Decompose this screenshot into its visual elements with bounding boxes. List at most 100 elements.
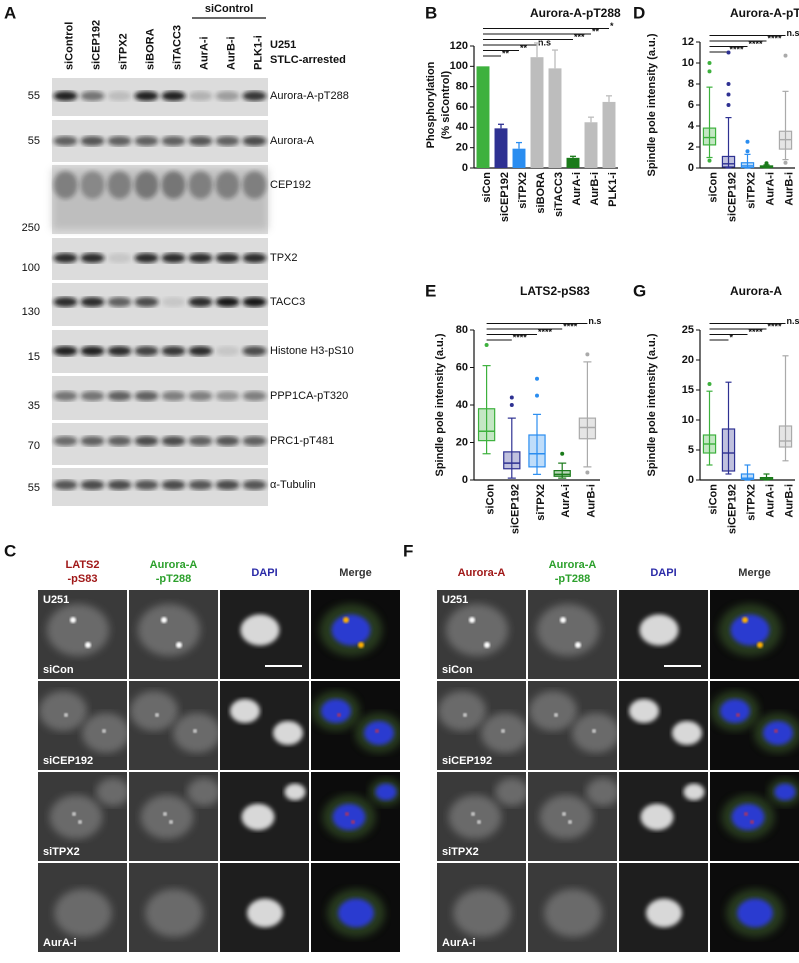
- micrograph: [220, 590, 309, 679]
- micrograph: [710, 772, 799, 861]
- y-tick-label: 8: [688, 78, 694, 90]
- chromatin: [338, 898, 374, 928]
- blot-band: [215, 136, 240, 146]
- blot-band: [80, 480, 105, 490]
- lane-label: siControl: [63, 22, 75, 70]
- x-tick-label: siCEP192: [726, 172, 738, 222]
- lane-bracket-label: siControl: [205, 3, 253, 15]
- chromatin: [683, 783, 705, 801]
- condition-label: siCon: [43, 664, 74, 676]
- blot-band: [188, 136, 213, 146]
- y-tick-label: 80: [456, 324, 468, 336]
- spot: [161, 617, 167, 623]
- chromatin: [247, 898, 283, 928]
- blot-band: [215, 391, 240, 401]
- spot: [72, 812, 76, 816]
- mw-marker: 250: [22, 222, 40, 234]
- y-tick-label: 25: [682, 324, 694, 336]
- outlier: [745, 149, 750, 154]
- blot-band: [134, 436, 159, 446]
- chromatin: [332, 803, 366, 831]
- micrograph: siTPX2: [437, 772, 526, 861]
- chromatin: [321, 699, 351, 723]
- cell: [495, 778, 526, 806]
- lane-label: AurB-i: [225, 36, 237, 70]
- y-tick-label: 20: [682, 354, 694, 366]
- x-tick-label: siCEP192: [499, 172, 511, 222]
- chromatin: [774, 783, 796, 801]
- micrograph: AurA-i: [38, 863, 127, 952]
- panel-label: C: [4, 541, 16, 560]
- blot-band: [242, 297, 267, 307]
- significance-label: n.s: [588, 316, 601, 326]
- blot-band: [80, 253, 105, 263]
- blot-band: [188, 346, 213, 356]
- bar: [548, 68, 562, 168]
- micrograph: AurA-i: [437, 863, 526, 952]
- mw-marker: 35: [28, 400, 40, 412]
- panel-label: B: [425, 3, 437, 22]
- y-tick-label: 0: [688, 474, 694, 486]
- protein-label: PRC1-pT481: [270, 435, 334, 447]
- spot: [345, 812, 349, 816]
- y-tick-label: 60: [456, 361, 468, 373]
- spot: [70, 617, 76, 623]
- y-tick-label: 0: [462, 474, 468, 486]
- cell: [140, 795, 194, 839]
- blot-band: [80, 91, 105, 101]
- blot-band: [80, 297, 105, 307]
- spot: [351, 820, 355, 824]
- cell-line: U251: [442, 594, 468, 606]
- spot: [64, 713, 68, 717]
- micrograph: U251 siCon: [38, 590, 127, 679]
- blot-band: [188, 480, 213, 490]
- outlier: [707, 158, 712, 163]
- cell: [49, 795, 103, 839]
- spot: [744, 812, 748, 816]
- spot: [477, 820, 481, 824]
- chromatin: [375, 783, 397, 801]
- blot-band: [107, 346, 132, 356]
- blot-band: [161, 136, 186, 146]
- mw-marker: 130: [22, 306, 40, 318]
- x-tick-label: AurA-i: [571, 172, 583, 206]
- cell: [529, 691, 577, 731]
- x-tick-label: AurB-i: [585, 484, 597, 518]
- lane-label: siBORA: [144, 28, 156, 70]
- blot-band: [215, 253, 240, 263]
- panel-label: A: [4, 3, 16, 22]
- chromatin: [364, 721, 394, 745]
- cell: [438, 691, 486, 731]
- spot: [742, 617, 748, 623]
- box: [477, 408, 496, 442]
- box: [553, 470, 571, 477]
- lane-label: siCEP192: [90, 20, 102, 70]
- chart-title: Aurora-A-pT288: [730, 6, 799, 20]
- spot: [554, 713, 558, 717]
- spot: [176, 642, 182, 648]
- condition-label: AurA-i: [43, 937, 77, 949]
- blot-band: [107, 253, 132, 263]
- outlier: [484, 343, 489, 347]
- y-tick-label: 40: [456, 399, 468, 411]
- lane-label: AurA-i: [198, 36, 210, 70]
- x-tick-label: siCEP192: [726, 484, 738, 534]
- chromatin: [640, 803, 674, 831]
- micrograph: [129, 590, 218, 679]
- significance-label: **: [502, 48, 510, 58]
- spot: [736, 713, 740, 717]
- chromatin: [241, 803, 275, 831]
- cell: [173, 713, 218, 753]
- spot: [358, 642, 364, 648]
- significance-label: *: [730, 332, 734, 342]
- panel-label: D: [633, 3, 645, 22]
- spot: [750, 820, 754, 824]
- significance-label: ****: [513, 332, 528, 342]
- mw-marker: 55: [28, 135, 40, 147]
- blot-band: [134, 480, 159, 490]
- box: [778, 425, 793, 448]
- spot: [471, 812, 475, 816]
- micrograph: [528, 681, 617, 770]
- box: [721, 155, 736, 168]
